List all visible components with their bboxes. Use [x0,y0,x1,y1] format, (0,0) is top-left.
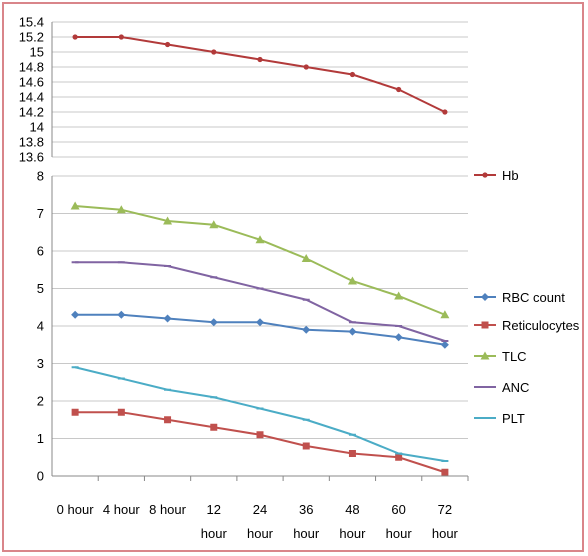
legend-marker [480,351,490,360]
y-tick-label: 14.6 [19,75,44,90]
x-tick-label: 8 hour [149,502,187,517]
x-tick-label: hour [247,526,274,541]
legend-label: PLT [502,411,525,426]
x-tick-label: 0 hour [57,502,95,517]
y-tick-label: 15 [30,45,44,60]
legend-label: Hb [502,168,519,183]
y-tick-label: 4 [37,319,44,334]
data-point [347,276,357,285]
data-point [116,205,126,214]
data-point [396,86,402,93]
data-point [302,442,310,450]
series-line-anc [75,261,446,342]
data-point [118,34,124,40]
y-tick-label: 3 [37,356,44,371]
x-tick-label: 4 hour [103,502,141,517]
data-point [70,201,80,210]
data-point [256,318,264,327]
series-line-reticulocytes [75,411,446,474]
data-point [394,291,404,300]
data-point [71,310,80,319]
legend-label: TLC [502,349,527,364]
data-point [117,408,125,416]
data-point [349,71,356,78]
data-point [348,450,356,457]
x-tick-label: 48 [345,502,359,517]
y-tick-label: 15.4 [19,15,44,30]
data-point [117,310,126,319]
data-point [440,340,449,349]
legend-marker [481,321,489,329]
data-point [301,254,311,262]
legend-marker [482,172,488,178]
data-point [256,431,264,439]
x-tick-label: hour [201,526,228,541]
data-point [209,318,218,327]
data-point [348,327,357,336]
data-point [164,416,172,424]
y-tick-label: 6 [37,244,44,259]
data-point [394,333,403,342]
legend-label: RBC count [502,290,565,305]
legend-label: ANC [502,380,529,395]
y-tick-label: 14.8 [19,60,44,75]
y-tick-label: 7 [37,206,44,221]
y-tick-label: 13.8 [19,135,44,150]
data-point [209,220,219,229]
legend-label: Reticulocytes [502,318,580,333]
chart-frame [2,2,584,552]
y-tick-label: 14.2 [19,105,44,120]
data-point [257,56,263,63]
y-tick-label: 14 [30,120,44,135]
y-tick-label: 13.6 [19,150,44,165]
data-point [71,408,79,416]
y-tick-label: 0 [37,469,44,484]
data-point [395,453,403,461]
y-tick-label: 15.2 [19,30,44,45]
data-point [210,423,218,431]
x-tick-label: hour [293,526,320,541]
y-tick-label: 14.4 [19,90,44,105]
y-tick-label: 8 [37,169,44,184]
data-point [442,109,448,115]
data-point [255,235,265,244]
data-point [302,325,311,334]
series-line-hb [75,36,446,113]
legend-marker [481,293,489,301]
data-point [163,216,173,225]
x-tick-label: hour [386,526,413,541]
y-tick-label: 2 [37,394,44,409]
y-tick-label: 1 [37,431,44,446]
y-tick-label: 5 [37,281,44,296]
data-point [303,64,309,70]
x-tick-label: 12 [207,502,221,517]
data-point [211,49,217,55]
data-point [441,468,449,476]
data-point [72,34,78,40]
x-tick-label: 60 [391,502,405,517]
x-tick-label: 72 [438,502,452,517]
x-tick-label: hour [432,526,459,541]
x-tick-label: 24 [253,502,267,517]
data-point [440,310,450,319]
x-tick-label: 36 [299,502,313,517]
x-tick-label: hour [339,526,366,541]
series-line-tlc [75,205,446,316]
data-point [163,314,172,323]
data-point [164,41,171,48]
